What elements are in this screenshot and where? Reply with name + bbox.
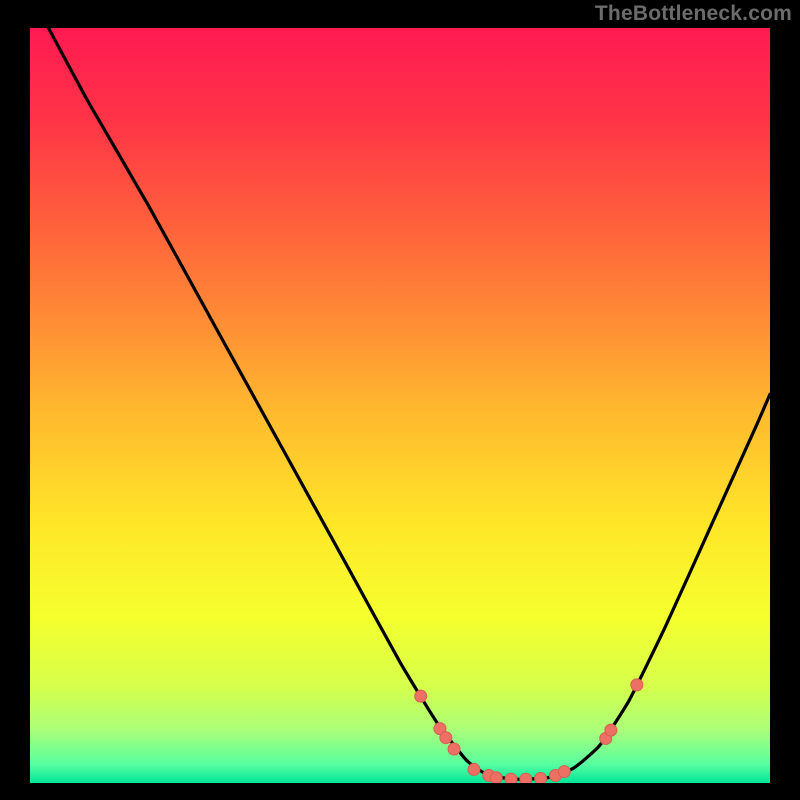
marker-point: [558, 766, 570, 778]
marker-point: [468, 763, 480, 775]
gradient-background: [30, 28, 770, 783]
chart-frame: TheBottleneck.com: [0, 0, 800, 800]
marker-point: [440, 732, 452, 744]
marker-point: [605, 724, 617, 736]
marker-point: [415, 690, 427, 702]
marker-point: [535, 772, 547, 783]
bottleneck-chart: [30, 28, 770, 783]
marker-point: [490, 772, 502, 783]
marker-point: [505, 773, 517, 783]
marker-point: [520, 773, 532, 783]
watermark-text: TheBottleneck.com: [595, 2, 792, 26]
marker-point: [448, 743, 460, 755]
marker-point: [631, 679, 643, 691]
